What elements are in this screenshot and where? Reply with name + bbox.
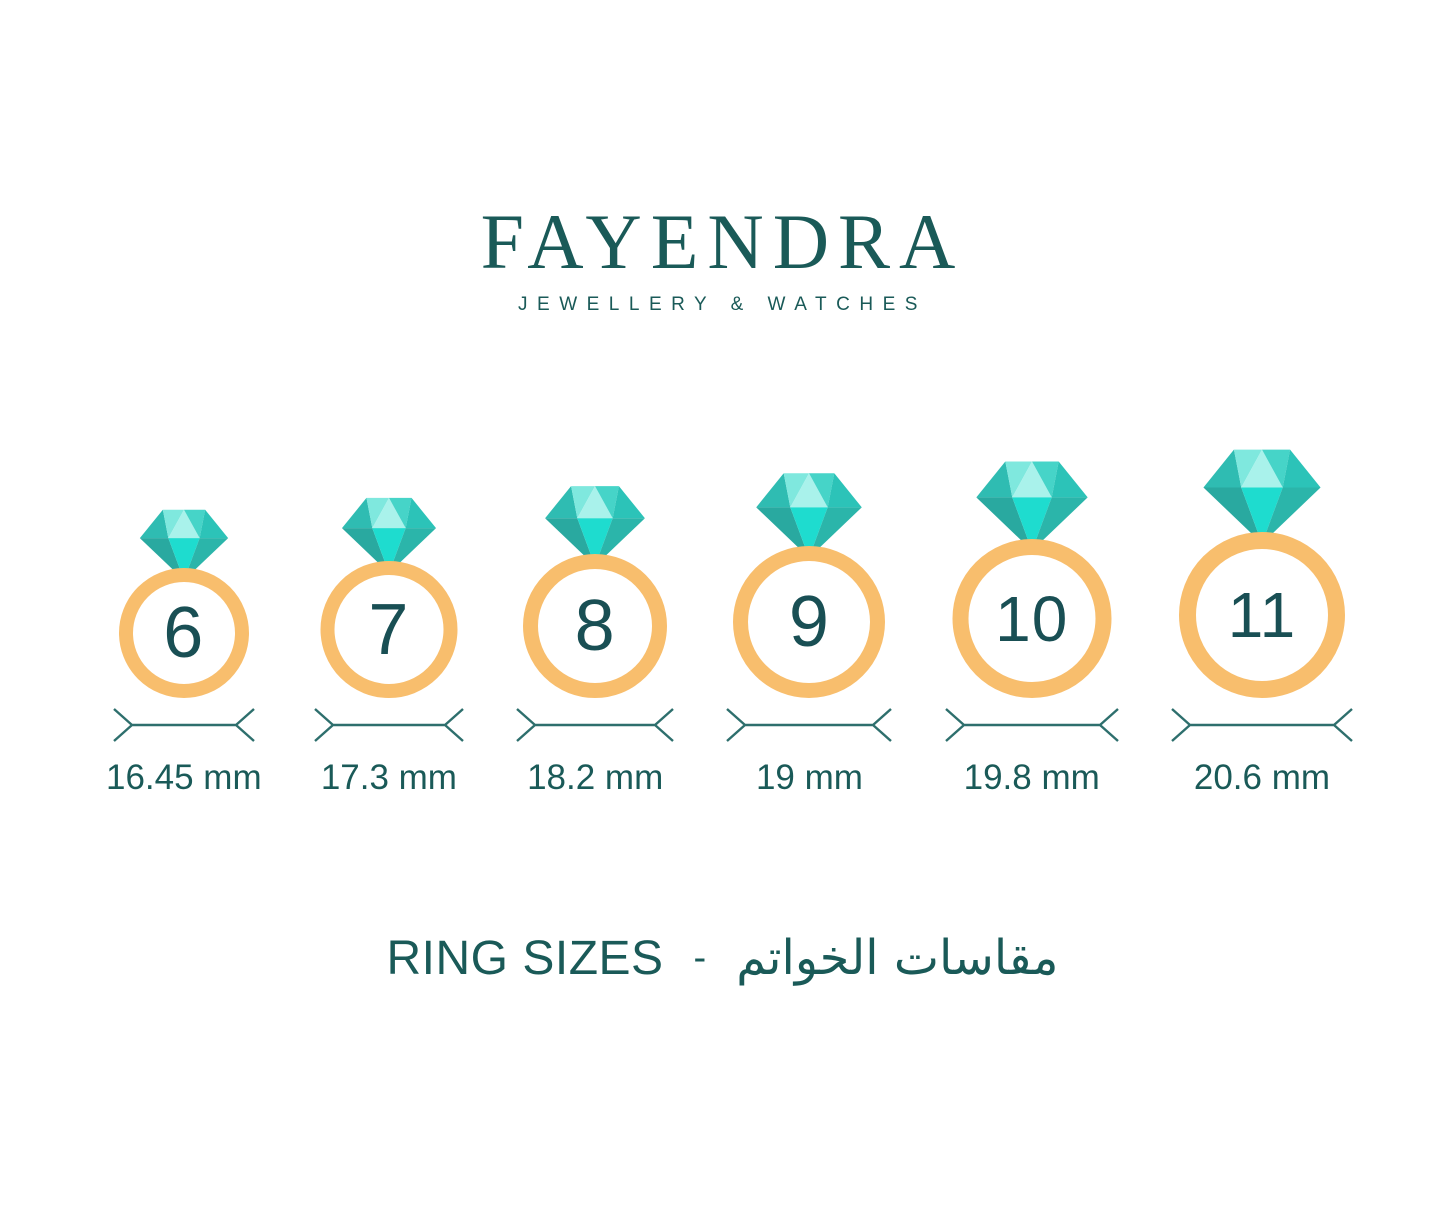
ring-column: 11 20.6 mm [1171,446,1353,798]
ring-band: 8 [523,554,668,698]
ring-figure: 9 [733,470,886,698]
measurement-arrow [516,708,674,742]
brand-tagline: JEWELLERY & WATCHES [518,294,927,315]
ring-size-number: 7 [368,589,410,670]
measurement-arrow [113,708,255,742]
ring-figure: 11 [1178,446,1345,698]
footer-title-arabic: مقاسات الخواتم [736,930,1059,986]
ring-figure: 10 [952,458,1112,698]
diameter-label: 20.6 mm [1193,758,1331,797]
rings-row: 6 16.45 mm 7 17.3 mm [0,446,1445,798]
ring-band: 9 [733,546,886,698]
footer-separator-dash: - [693,936,707,979]
ring-size-number: 8 [574,586,616,666]
diamond-icon [139,509,228,581]
brand-header: FAYENDRA JEWELLERY & WATCHES [0,0,1445,316]
diameter-label: 19 mm [755,758,863,797]
ring-band: 10 [952,539,1112,698]
measurement-arrow [1171,708,1353,742]
diameter-label: 19.8 mm [963,758,1100,797]
brand-logo-text: FAYENDRA [480,198,965,285]
ring-column: 7 17.3 mm [314,495,464,798]
measurement-arrow [944,708,1119,742]
diamond-icon [545,486,646,566]
footer-title: RING SIZES - مقاسات الخواتم [0,930,1445,986]
measurement-arrow [314,708,464,742]
ring-column: 9 19 mm [726,470,893,798]
diameter-label: 16.45 mm [106,758,262,797]
ring-column: 10 19.8 mm [944,458,1119,798]
ring-size-number: 11 [1227,579,1297,651]
ring-figure: 6 [118,507,249,698]
ring-band: 6 [118,568,249,698]
diameter-label: 18.2 mm [527,758,664,797]
diamond-icon [1203,449,1321,544]
ring-size-number: 10 [995,582,1069,655]
diamond-icon [976,461,1088,551]
ring-band: 11 [1178,532,1345,698]
diameter-label: 17.3 mm [320,758,457,797]
measurement-arrow [726,708,893,742]
footer-title-english: RING SIZES [386,931,664,985]
ring-figure: 7 [320,495,458,698]
ring-figure: 8 [523,483,668,698]
diamond-icon [756,473,863,558]
ring-size-number: 6 [163,593,205,673]
ring-column: 8 18.2 mm [516,483,674,798]
ring-band: 7 [320,561,458,698]
ring-column: 6 16.45 mm [106,507,262,798]
ring-size-number: 9 [788,582,830,662]
